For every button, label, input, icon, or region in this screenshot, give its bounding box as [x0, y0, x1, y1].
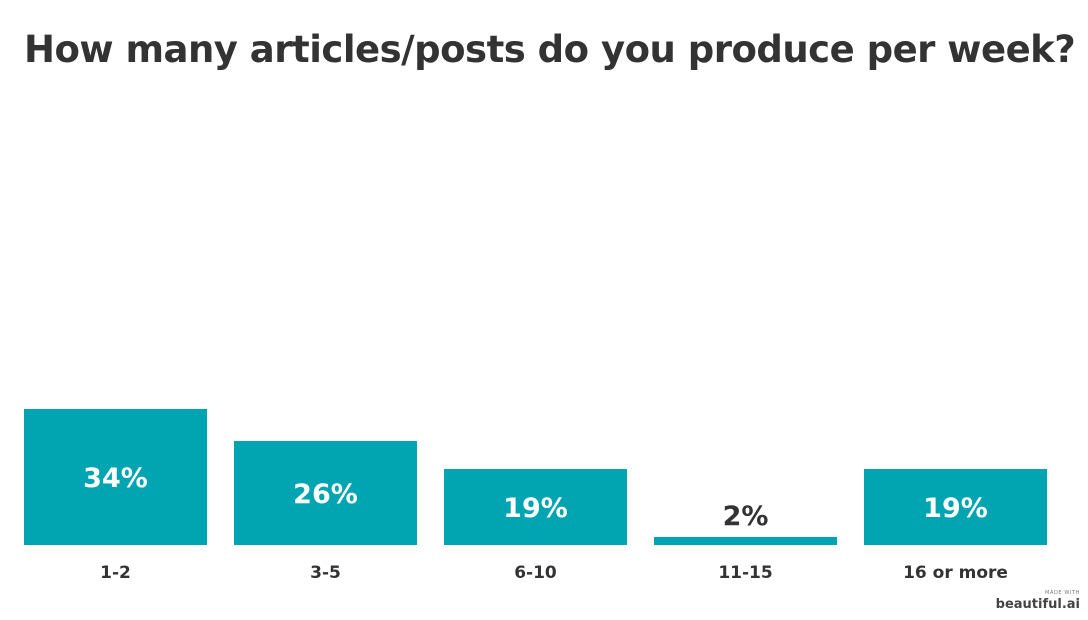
value-label-11-15: 2% — [723, 501, 769, 532]
bar-16-or-more — [864, 469, 1047, 545]
bar-6-10 — [444, 469, 627, 545]
watermark: MADE WITH beautiful.ai — [996, 590, 1080, 612]
value-label-6-10: 19% — [503, 493, 568, 524]
value-label-3-5: 26% — [293, 479, 358, 510]
x-tick-label-6-10: 6-10 — [514, 563, 557, 583]
value-label-1-2: 34% — [83, 463, 148, 494]
value-label-16-or-more: 19% — [923, 493, 988, 524]
bar-1-2 — [24, 409, 207, 545]
bar-3-5 — [234, 441, 417, 545]
x-tick-label-16-or-more: 16 or more — [903, 563, 1008, 583]
x-tick-label-3-5: 3-5 — [310, 563, 341, 583]
watermark-logo: beautiful.ai — [995, 597, 1080, 612]
x-tick-label-11-15: 11-15 — [718, 563, 772, 583]
watermark-caption: MADE WITH — [1045, 590, 1080, 596]
x-tick-label-1-2: 1-2 — [100, 563, 131, 583]
chart-title: How many articles/posts do you produce p… — [24, 28, 1076, 71]
bar-11-15 — [654, 537, 837, 545]
